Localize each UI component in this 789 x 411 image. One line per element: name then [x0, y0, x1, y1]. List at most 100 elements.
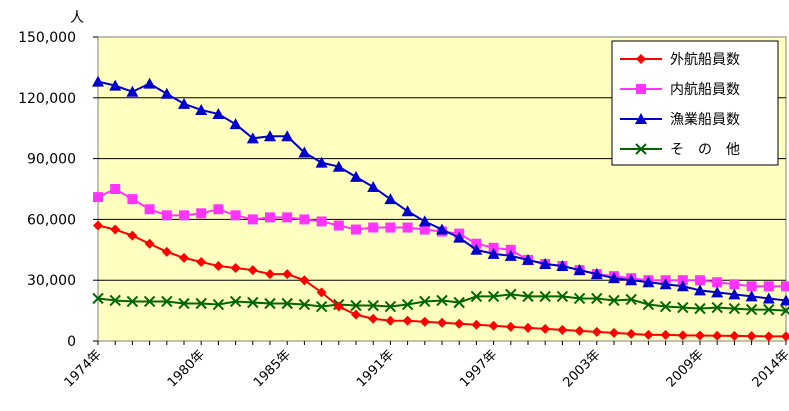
data-point: [608, 294, 620, 307]
data-point: [282, 212, 293, 223]
x-tick-label: 1974年: [62, 347, 105, 390]
x-tick-label: 2003年: [560, 347, 603, 390]
data-point: [763, 303, 775, 316]
legend-label: 外航船員数: [670, 52, 740, 68]
x-tick-label: 1997年: [457, 347, 500, 390]
data-point: [315, 156, 328, 168]
data-point: [229, 118, 242, 130]
data-point: [626, 328, 637, 339]
data-point: [677, 330, 688, 341]
data-point: [161, 295, 173, 308]
data-point: [299, 275, 310, 286]
data-point: [471, 319, 482, 330]
data-point: [539, 257, 552, 269]
legend-item: 内航船員数: [620, 82, 740, 98]
data-point: [229, 295, 242, 308]
x-tick-label: 2009年: [664, 347, 707, 390]
data-point: [265, 212, 275, 223]
data-point: [556, 290, 569, 303]
data-point: [384, 300, 397, 313]
data-point: [780, 294, 789, 306]
data-point: [781, 331, 789, 342]
data-point: [591, 292, 603, 305]
data-point: [196, 256, 207, 267]
data-point: [385, 222, 396, 233]
data-point: [488, 242, 499, 253]
data-point: [315, 300, 328, 313]
data-point: [470, 243, 483, 255]
data-point: [195, 103, 208, 115]
data-point: [351, 309, 361, 320]
data-point: [281, 297, 293, 310]
data-point: [161, 246, 172, 257]
y-tick-label: 150,000: [18, 30, 76, 46]
data-point: [454, 318, 465, 329]
x-tick-label: 1991年: [354, 347, 397, 390]
data-point: [780, 304, 789, 317]
x-tick-label: 1980年: [165, 347, 208, 390]
data-point: [127, 194, 138, 205]
data-point: [522, 290, 534, 303]
x-tick-label: 2014年: [750, 347, 789, 390]
legend-item: そ の 他: [620, 142, 740, 158]
data-point: [264, 130, 276, 142]
data-point: [762, 292, 775, 304]
legend-swatch-marker: [636, 54, 646, 64]
data-point: [781, 281, 789, 292]
data-point: [625, 293, 637, 306]
data-point: [608, 272, 620, 284]
data-point: [264, 297, 276, 310]
data-point: [712, 330, 723, 341]
data-point: [660, 329, 671, 340]
data-point: [574, 325, 585, 336]
legend-swatch-marker: [636, 84, 646, 94]
data-point: [196, 208, 207, 219]
data-point: [281, 130, 294, 142]
data-point: [505, 288, 517, 301]
data-point: [110, 184, 121, 194]
data-point: [763, 331, 774, 342]
data-point: [419, 316, 430, 327]
data-point: [745, 290, 758, 302]
data-point: [282, 269, 293, 280]
series-0: [93, 220, 789, 342]
data-point: [143, 295, 156, 308]
data-point: [195, 297, 207, 310]
data-point: [350, 170, 362, 182]
data-point: [711, 286, 724, 298]
data-point: [265, 269, 275, 280]
data-point: [93, 220, 103, 231]
data-point: [178, 97, 190, 109]
x-axis-ticks: 1974年 1980年 1985年 1991年 1997年 2003年 2009年 2014年: [62, 341, 789, 390]
legend-label: 漁業船員数: [670, 112, 740, 128]
data-point: [659, 300, 672, 313]
data-point: [437, 317, 447, 328]
data-point: [659, 278, 672, 290]
data-point: [402, 315, 413, 326]
data-point: [247, 214, 258, 225]
data-point: [418, 215, 431, 227]
data-point: [213, 204, 224, 215]
data-point: [642, 276, 655, 288]
data-point: [332, 160, 345, 172]
data-point: [487, 290, 500, 303]
data-point: [247, 296, 259, 309]
data-point: [694, 284, 706, 296]
data-point: [316, 287, 327, 298]
data-point: [230, 263, 241, 274]
data-point: [540, 323, 551, 334]
data-point: [642, 298, 655, 311]
data-point: [213, 261, 224, 272]
data-point: [384, 193, 397, 205]
data-point: [247, 265, 258, 276]
data-point: [556, 260, 569, 272]
data-point: [471, 238, 482, 249]
data-point: [695, 330, 705, 341]
data-point: [110, 224, 121, 235]
data-point: [144, 238, 155, 249]
data-point: [127, 230, 138, 241]
data-point: [419, 295, 431, 308]
data-point: [609, 327, 619, 338]
y-tick-label: 60,000: [27, 212, 76, 228]
data-point: [677, 275, 688, 286]
